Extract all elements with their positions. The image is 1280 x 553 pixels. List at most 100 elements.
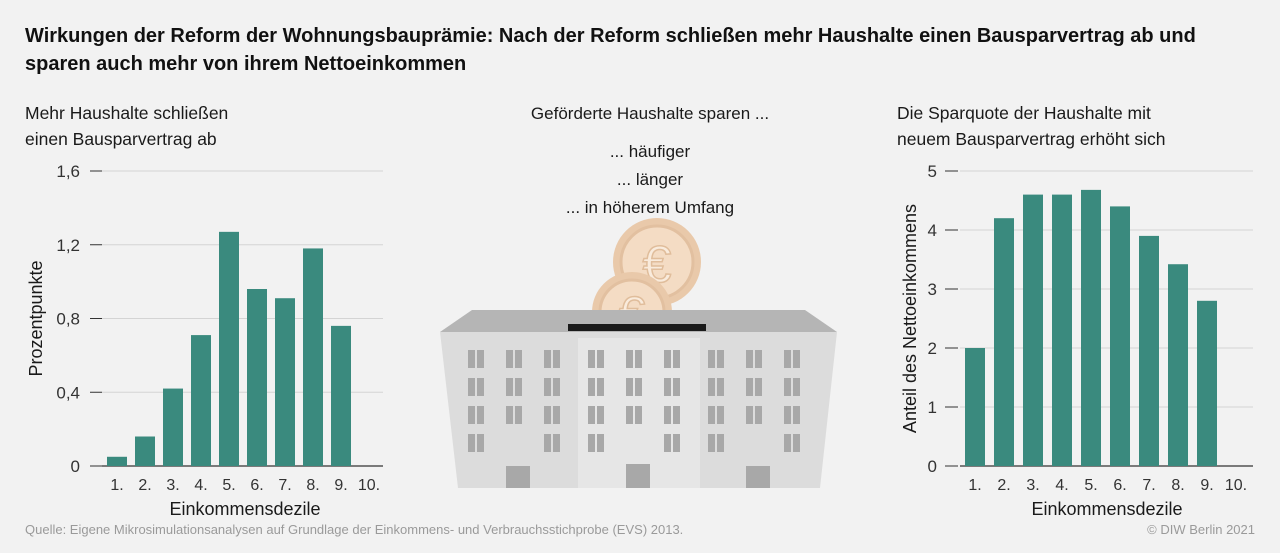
left-chart-y-tick-label: 0,4 bbox=[56, 383, 80, 402]
center-line-1: ... häufiger bbox=[609, 142, 691, 161]
building-window bbox=[664, 378, 671, 396]
building-window bbox=[673, 434, 680, 452]
building-window bbox=[588, 406, 595, 424]
center-line-3: ... in höherem Umfang bbox=[565, 198, 735, 217]
right-bar-chart: 0 1 2 3 4 5 1. 2. 3. 4. 5. 6. 7. 8. 9. 10. Einkommensdez… bbox=[900, 162, 1253, 519]
building-window bbox=[673, 406, 680, 424]
building-roof bbox=[440, 310, 837, 332]
left-chart-bar-7 bbox=[275, 298, 295, 466]
building-window bbox=[793, 406, 800, 424]
right-panel-title-line2: neuem Bausparvertrag erhöht sich bbox=[897, 129, 1166, 149]
left-chart-x-tick-label: 6. bbox=[250, 477, 263, 494]
left-chart-bar-4 bbox=[191, 335, 211, 466]
building-window bbox=[793, 350, 800, 368]
piggy-bank-building-icon: € € bbox=[440, 218, 837, 488]
building-window bbox=[664, 350, 671, 368]
left-chart-y-tick-label: 1,2 bbox=[56, 236, 80, 255]
building-window bbox=[635, 406, 642, 424]
right-chart-x-tick-label: 5. bbox=[1084, 477, 1097, 494]
building-window bbox=[588, 434, 595, 452]
building-window bbox=[477, 378, 484, 396]
left-panel-title-line2: einen Bausparvertrag ab bbox=[25, 129, 217, 149]
left-chart-bar-9 bbox=[331, 325, 351, 466]
left-chart-y-tick-label: 0 bbox=[71, 457, 80, 476]
building-window bbox=[664, 406, 671, 424]
left-chart-bar-8 bbox=[303, 248, 323, 466]
building-window bbox=[477, 406, 484, 424]
right-chart-x-tick-label: 9. bbox=[1200, 477, 1213, 494]
building-window bbox=[635, 350, 642, 368]
right-chart-x-tick-label: 8. bbox=[1171, 477, 1184, 494]
building-door-center bbox=[626, 464, 650, 488]
building-door-right bbox=[746, 466, 770, 488]
left-chart-y-axis-label: Prozentpunkte bbox=[26, 260, 46, 376]
building-window bbox=[544, 434, 551, 452]
building-window bbox=[746, 350, 753, 368]
building-window bbox=[635, 378, 642, 396]
right-chart-bar-6 bbox=[1110, 206, 1130, 466]
right-chart-bar-2 bbox=[994, 218, 1014, 466]
building-window bbox=[468, 378, 475, 396]
right-chart-y-axis-label: Anteil des Nettoeinkommens bbox=[900, 204, 920, 433]
left-chart-x-tick-label: 5. bbox=[222, 477, 235, 494]
building-window bbox=[784, 350, 791, 368]
right-chart-x-tick-label: 7. bbox=[1142, 477, 1155, 494]
right-chart-bar-7 bbox=[1139, 235, 1159, 466]
left-chart-x-tick-label: 3. bbox=[166, 477, 179, 494]
left-chart-x-tick-label: 2. bbox=[138, 477, 151, 494]
source-note: Quelle: Eigene Mikrosimulationsanalysen … bbox=[25, 522, 684, 537]
right-chart-x-tick-label: 4. bbox=[1055, 477, 1068, 494]
building-window bbox=[626, 378, 633, 396]
building-window bbox=[506, 378, 513, 396]
building-window bbox=[597, 434, 604, 452]
building-window bbox=[544, 350, 551, 368]
building-window bbox=[673, 350, 680, 368]
building-window bbox=[784, 378, 791, 396]
building-window bbox=[468, 434, 475, 452]
building-door-left bbox=[506, 466, 530, 488]
center-line-2: ... länger bbox=[616, 170, 684, 189]
left-chart-y-tick-label: 1,6 bbox=[56, 162, 80, 181]
building-windows bbox=[468, 350, 800, 452]
left-chart-bar-6 bbox=[247, 289, 267, 466]
building-window bbox=[708, 378, 715, 396]
left-chart-x-tick-label: 4. bbox=[194, 477, 207, 494]
right-chart-y-tick-label: 0 bbox=[928, 457, 937, 476]
building-window bbox=[784, 434, 791, 452]
right-chart-bar-1 bbox=[965, 348, 985, 466]
building-window bbox=[515, 406, 522, 424]
building-window bbox=[515, 350, 522, 368]
building-window bbox=[664, 434, 671, 452]
left-bar-chart: 0 0,4 0,8 1,2 1,6 1. 2. 3. 4. 5. 6. 7. 8. 9. 10. Einkom… bbox=[26, 162, 383, 519]
building-window bbox=[506, 350, 513, 368]
building-window bbox=[717, 378, 724, 396]
building-window bbox=[515, 378, 522, 396]
building-window bbox=[506, 406, 513, 424]
building-window bbox=[553, 378, 560, 396]
building-window bbox=[673, 378, 680, 396]
left-chart-bar-5 bbox=[219, 231, 239, 466]
right-chart-y-tick-label: 5 bbox=[928, 162, 937, 181]
building-window bbox=[477, 350, 484, 368]
building-window bbox=[477, 434, 484, 452]
left-chart-x-axis-label: Einkommensdezile bbox=[169, 499, 320, 519]
building-window bbox=[468, 350, 475, 368]
building-window bbox=[793, 378, 800, 396]
building-window bbox=[708, 350, 715, 368]
left-chart-x-tick-label: 9. bbox=[334, 477, 347, 494]
chart-title: Wirkungen der Reform der Wohnungsbaupräm… bbox=[25, 25, 1196, 75]
right-chart-bar-4 bbox=[1052, 194, 1072, 466]
building-window bbox=[544, 378, 551, 396]
right-panel-title: Die Sparquote der Haushalte mit neuem Ba… bbox=[897, 100, 1165, 152]
building-window bbox=[553, 350, 560, 368]
building-window bbox=[717, 434, 724, 452]
right-chart-bar-3 bbox=[1023, 194, 1043, 466]
building-window bbox=[597, 378, 604, 396]
building-window bbox=[588, 378, 595, 396]
building-window bbox=[544, 406, 551, 424]
left-chart-bar-2 bbox=[135, 436, 155, 466]
right-panel-title-line1: Die Sparquote der Haushalte mit bbox=[897, 103, 1151, 123]
building-window bbox=[793, 434, 800, 452]
right-chart-x-tick-label: 1. bbox=[968, 477, 981, 494]
